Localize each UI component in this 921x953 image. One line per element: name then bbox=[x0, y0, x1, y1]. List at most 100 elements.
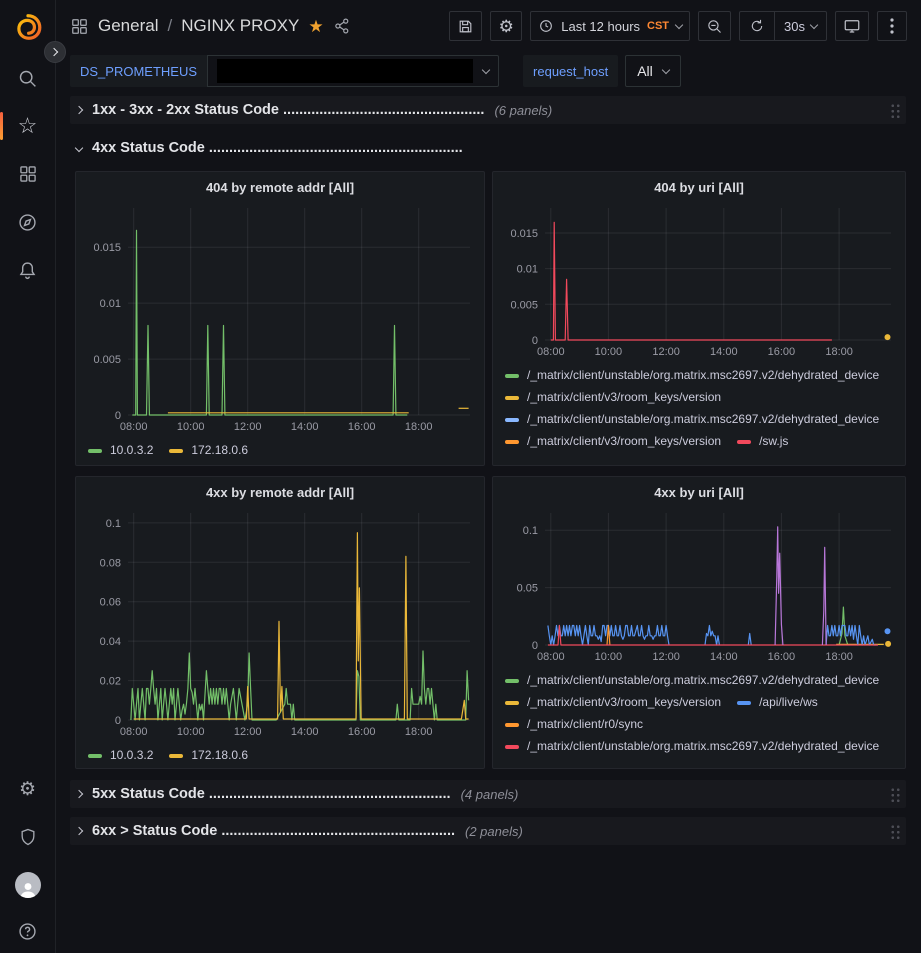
timeseries-chart[interactable]: 08:00 10:00 12:00 14:00 16:00 18:00 0 0.02 0.04 0… bbox=[84, 505, 478, 740]
dashboard-variables: DS_PROMETHEUS request_host All bbox=[56, 52, 921, 90]
timeseries-chart[interactable]: 08:00 10:00 12:00 14:00 16:00 18:00 0 0.005 0.01… bbox=[501, 200, 899, 360]
panel-legend: 10.0.3.2 172.18.0.6 bbox=[84, 439, 476, 461]
favorite-star-icon[interactable]: ★ bbox=[308, 16, 324, 36]
panel-legend: /_matrix/client/unstable/org.matrix.msc2… bbox=[501, 669, 897, 757]
sidebar: ☆ ⚙ bbox=[0, 0, 66, 953]
sidebar-expand-button[interactable] bbox=[44, 41, 66, 63]
row-drag-handle[interactable] bbox=[889, 102, 900, 118]
zoom-out-button[interactable] bbox=[698, 11, 732, 41]
panel-title[interactable]: 404 by uri [All] bbox=[654, 180, 744, 195]
kebab-icon bbox=[890, 18, 894, 34]
variable-label[interactable]: DS_PROMETHEUS bbox=[70, 55, 208, 87]
variable-ds-prometheus: DS_PROMETHEUS bbox=[70, 55, 500, 87]
kebab-menu-button[interactable] bbox=[877, 11, 907, 41]
dashboard-title[interactable]: NGINX PROXY bbox=[181, 16, 300, 35]
variable-request-host-select[interactable]: All bbox=[625, 55, 681, 87]
panel-404-by-remote-addr: 404 by remote addr [All] 08:00 10:00 12:00… bbox=[75, 171, 485, 466]
variable-label[interactable]: request_host bbox=[523, 55, 619, 87]
legend-item[interactable]: /sw.js bbox=[737, 430, 788, 452]
series-point bbox=[885, 640, 892, 647]
gear-icon: ⚙ bbox=[18, 778, 37, 800]
svg-text:12:00: 12:00 bbox=[652, 651, 680, 663]
chart-axes: 08:00 10:00 12:00 14:00 16:00 18:00 0 0.05 0.1 bbox=[517, 525, 853, 663]
legend-item[interactable]: /_matrix/client/unstable/org.matrix.msc2… bbox=[505, 408, 879, 430]
row-panel-count: (2 panels) bbox=[465, 823, 523, 839]
legend-item[interactable]: 10.0.3.2 bbox=[88, 744, 153, 766]
sidebar-item-server-admin[interactable] bbox=[0, 813, 56, 861]
refresh-group: 30s bbox=[739, 11, 827, 41]
legend-item[interactable]: /_matrix/client/v3/room_keys/version bbox=[505, 430, 721, 452]
apps-grid-icon[interactable] bbox=[70, 17, 89, 36]
panel-title[interactable]: 4xx by remote addr [All] bbox=[205, 485, 355, 500]
svg-text:18:00: 18:00 bbox=[405, 421, 433, 433]
grafana-logo[interactable] bbox=[0, 0, 55, 54]
panel-4xx-by-remote-addr: 4xx by remote addr [All] 08:00 10:00 12:00… bbox=[75, 476, 485, 769]
panel-title[interactable]: 4xx by uri [All] bbox=[654, 485, 744, 500]
legend-item[interactable]: 172.18.0.6 bbox=[169, 439, 248, 461]
timeseries-chart[interactable]: 08:00 10:00 12:00 14:00 16:00 18:00 0 0.05 0.1 bbox=[501, 505, 899, 665]
sidebar-item-configuration[interactable]: ⚙ bbox=[0, 765, 56, 813]
legend-item[interactable]: /_matrix/client/unstable/org.matrix.msc2… bbox=[505, 669, 879, 691]
svg-text:0: 0 bbox=[532, 640, 538, 652]
sidebar-item-help[interactable] bbox=[0, 909, 56, 953]
sidebar-item-dashboards[interactable] bbox=[0, 150, 56, 198]
sidebar-item-profile[interactable] bbox=[0, 861, 56, 909]
refresh-button[interactable] bbox=[740, 12, 774, 40]
variable-ds-prometheus-select[interactable] bbox=[207, 55, 500, 87]
chart-grid bbox=[128, 513, 470, 721]
row-6xx[interactable]: 6xx > Status Code ......................… bbox=[70, 817, 906, 845]
chevron-down-icon bbox=[661, 65, 671, 74]
clock-icon bbox=[540, 20, 553, 32]
timeseries-chart[interactable]: 08:00 10:00 12:00 14:00 16:00 18:00 0 0.005 0.01… bbox=[84, 200, 478, 435]
row-drag-handle[interactable] bbox=[889, 786, 900, 802]
svg-text:0.005: 0.005 bbox=[510, 299, 538, 311]
legend-item[interactable]: 172.18.0.6 bbox=[169, 744, 248, 766]
legend-item[interactable]: /_matrix/client/v3/room_keys/version bbox=[505, 386, 721, 408]
variable-value: All bbox=[637, 63, 653, 79]
legend-item[interactable]: 10.0.3.2 bbox=[88, 439, 153, 461]
redacted-value bbox=[217, 59, 474, 83]
svg-text:10:00: 10:00 bbox=[595, 651, 623, 663]
series-line bbox=[547, 624, 670, 646]
row-drag-handle[interactable] bbox=[889, 823, 900, 839]
svg-text:18:00: 18:00 bbox=[825, 651, 853, 663]
bell-icon bbox=[19, 261, 36, 279]
sidebar-item-explore[interactable] bbox=[0, 198, 56, 246]
svg-text:0.01: 0.01 bbox=[100, 298, 121, 310]
row-1xx-3xx-2xx[interactable]: 1xx - 3xx - 2xx Status Code ............… bbox=[70, 96, 906, 124]
top-navbar: General / NGINX PROXY ★ ⚙ bbox=[56, 0, 921, 52]
series-line bbox=[132, 229, 408, 416]
grafana-logo-icon bbox=[16, 14, 41, 40]
row-5xx[interactable]: 5xx Status Code ........................… bbox=[70, 780, 906, 808]
svg-text:0.01: 0.01 bbox=[517, 264, 538, 276]
chevron-down-icon bbox=[481, 65, 491, 74]
refresh-interval-label: 30s bbox=[784, 18, 805, 34]
legend-item[interactable]: /_matrix/client/v3/room_keys/version bbox=[505, 691, 721, 713]
svg-text:16:00: 16:00 bbox=[768, 346, 796, 358]
refresh-interval-dropdown[interactable]: 30s bbox=[774, 12, 826, 40]
sidebar-item-alerting[interactable] bbox=[0, 246, 56, 294]
sidebar-item-search[interactable] bbox=[0, 54, 56, 102]
series-line bbox=[130, 650, 470, 721]
legend-item[interactable]: /_matrix/client/unstable/org.matrix.msc2… bbox=[505, 364, 879, 386]
panel-title[interactable]: 404 by remote addr [All] bbox=[205, 180, 355, 195]
zoom-out-icon bbox=[708, 19, 721, 33]
row-4xx[interactable]: 4xx Status Code ........................… bbox=[70, 134, 906, 162]
svg-text:0: 0 bbox=[115, 410, 121, 422]
time-range-picker[interactable]: Last 12 hours CST bbox=[530, 11, 691, 41]
cycle-view-mode-button[interactable] bbox=[835, 11, 869, 41]
dashboard-settings-button[interactable]: ⚙ bbox=[490, 11, 523, 41]
svg-text:0.05: 0.05 bbox=[517, 583, 538, 595]
legend-item[interactable]: /_matrix/client/unstable/org.matrix.msc2… bbox=[505, 735, 879, 757]
breadcrumb-section[interactable]: General bbox=[98, 16, 159, 35]
save-dashboard-button[interactable] bbox=[449, 11, 483, 41]
main-area: General / NGINX PROXY ★ ⚙ bbox=[56, 0, 921, 953]
row-panel-count: (4 panels) bbox=[460, 786, 519, 802]
svg-text:12:00: 12:00 bbox=[652, 346, 680, 358]
sidebar-item-starred[interactable]: ☆ bbox=[0, 102, 56, 150]
panel-legend: 10.0.3.2 172.18.0.6 bbox=[84, 744, 476, 766]
legend-item[interactable]: /api/live/ws bbox=[737, 691, 818, 713]
share-icon[interactable] bbox=[333, 17, 351, 35]
series-line bbox=[606, 624, 611, 646]
legend-item[interactable]: /_matrix/client/r0/sync bbox=[505, 713, 643, 735]
